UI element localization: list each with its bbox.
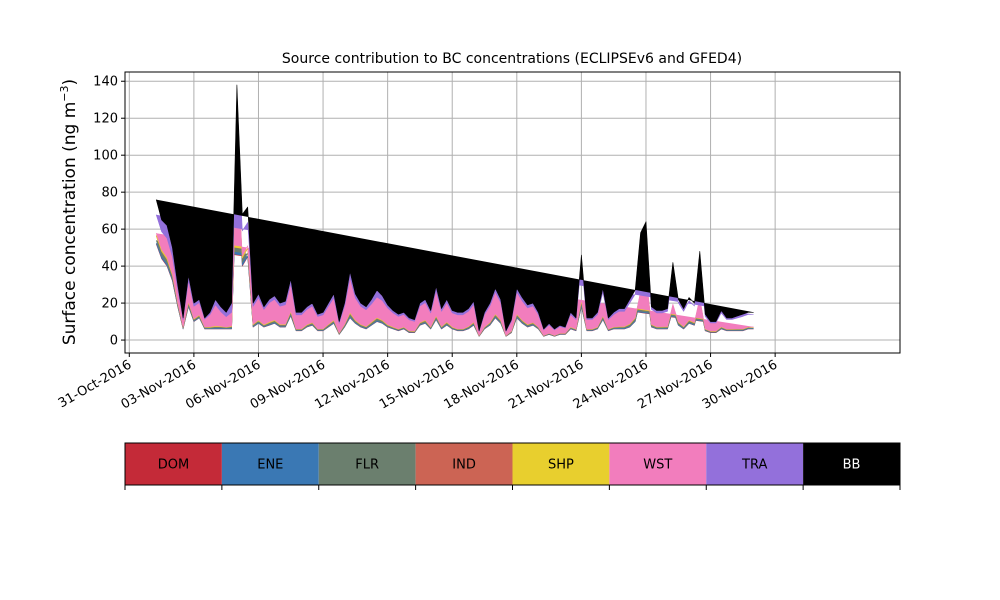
y-tick-label: 80	[101, 186, 118, 201]
plot-frame	[124, 71, 901, 354]
y-tick-label: 100	[93, 149, 118, 164]
legend-label-bb: BB	[843, 458, 861, 473]
y-axis-ticks: 0 20 40 60 80 100 120 140	[93, 75, 125, 349]
y-axis-label: Surface concentration (ng m−3)	[58, 79, 80, 345]
legend-swatch-bb	[803, 443, 900, 485]
x-axis-ticks: 31-Oct-201603-Nov-201606-Nov-201609-Nov-…	[56, 353, 780, 412]
y-tick-label: 20	[101, 297, 118, 312]
legend-label-flr: FLR	[355, 458, 379, 473]
legend-swatch-ind	[415, 443, 513, 485]
y-tick-label: 120	[93, 112, 118, 127]
legend-swatch-ene	[221, 443, 319, 485]
y-tick-label: 0	[110, 334, 118, 349]
y-tick-label: 140	[93, 75, 118, 90]
legend-swatch-wst	[609, 443, 707, 485]
area-bb	[155, 84, 754, 332]
legend-label-dom: DOM	[158, 458, 189, 473]
legend: DOM ENE FLR IND SHP WST TRA BB	[124, 442, 901, 490]
stacked-areas	[155, 84, 754, 337]
legend-swatch-tra	[706, 443, 804, 485]
legend-label-shp: SHP	[548, 458, 574, 473]
legend-label-ene: ENE	[257, 458, 283, 473]
y-tick-label: 40	[101, 260, 118, 275]
legend-swatch-shp	[512, 443, 610, 485]
legend-swatch-dom	[125, 443, 222, 485]
legend-label-tra: TRA	[741, 458, 767, 473]
legend-swatch-flr	[318, 443, 416, 485]
legend-label-ind: IND	[452, 458, 476, 473]
y-tick-label: 60	[101, 223, 118, 238]
chart-title: Source contribution to BC concentrations…	[282, 51, 742, 67]
legend-label-wst: WST	[643, 458, 672, 473]
